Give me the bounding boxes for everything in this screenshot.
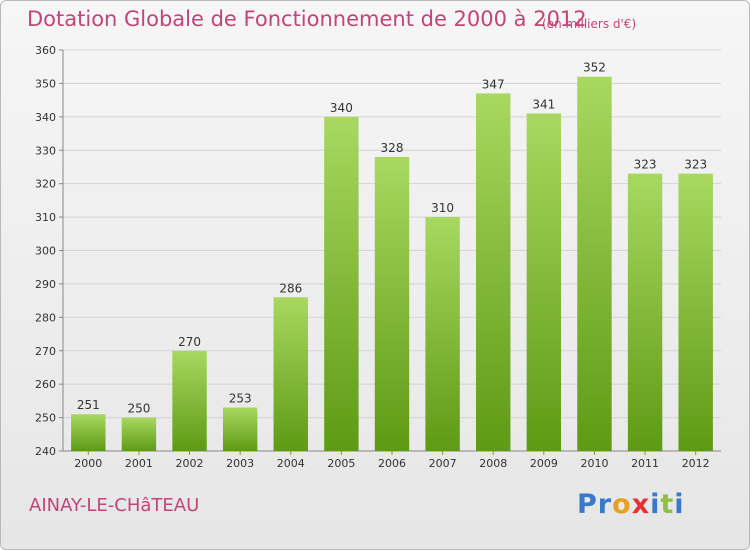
data-label-2010: 352: [583, 61, 606, 75]
axes: 240 250 260 270 280 290 300 310 320 330 340 350 360 2…: [35, 44, 721, 470]
bar-2000: [71, 414, 106, 451]
logo-letter: i: [650, 489, 661, 520]
bar-2012: [678, 173, 713, 451]
bars: [71, 76, 713, 452]
x-tick-label: 2010: [580, 457, 608, 470]
data-labels: 251 250 270 253 286 340 328 310 347 341 352 323 323: [77, 61, 707, 416]
chart-title: Dotation Globale de Fonctionnement de 20…: [27, 7, 587, 31]
bar-2011: [627, 173, 663, 451]
y-tick-label: 320: [35, 178, 56, 191]
data-label-2004: 286: [279, 281, 302, 295]
x-tick-label: 2012: [682, 457, 710, 470]
logo-letter: o: [612, 489, 632, 520]
data-label-2002: 270: [178, 335, 201, 349]
data-label-2001: 250: [127, 402, 150, 416]
place-name: AINAY-LE-CHâTEAU: [29, 495, 200, 516]
y-tick-label: 330: [35, 144, 56, 157]
x-tick-label: 2004: [277, 457, 305, 470]
x-tick-label: 2002: [176, 457, 204, 470]
proxiti-logo[interactable]: Proxiti: [577, 489, 685, 520]
logo-letter: r: [597, 489, 613, 520]
bar-2007: [425, 217, 460, 451]
y-tick-label: 250: [35, 412, 56, 425]
data-label-2009: 341: [532, 97, 555, 111]
data-label-2012: 323: [684, 158, 707, 172]
bar-2003: [222, 407, 258, 451]
x-tick-label: 2005: [327, 457, 355, 470]
data-label-2007: 310: [431, 201, 454, 215]
y-tick-label: 300: [35, 245, 56, 258]
bar-2006: [374, 156, 410, 451]
data-label-2003: 253: [229, 392, 252, 406]
y-tick-label: 290: [35, 278, 56, 291]
x-tick-label: 2003: [226, 457, 254, 470]
x-tick-label: 2008: [479, 457, 507, 470]
bar-2010: [577, 76, 612, 451]
data-label-2011: 323: [634, 158, 657, 172]
data-label-2006: 328: [381, 141, 404, 155]
logo-letter: i: [674, 489, 685, 520]
bar-2005: [324, 116, 359, 451]
data-label-2008: 347: [482, 77, 505, 91]
bar-2004: [273, 297, 308, 451]
x-tick-label: 2000: [74, 457, 102, 470]
x-tick-label: 2007: [429, 457, 457, 470]
logo-letter: t: [660, 489, 675, 520]
data-label-2005: 340: [330, 101, 353, 115]
x-tick-label: 2009: [530, 457, 558, 470]
y-tick-label: 350: [35, 77, 56, 90]
bar-2002: [172, 350, 207, 451]
x-tick-label: 2006: [378, 457, 406, 470]
chart-unit: (en milliers d'€): [542, 17, 637, 31]
x-tick-label: 2011: [631, 457, 659, 470]
logo-letter: x: [631, 489, 651, 520]
logo-letter: P: [577, 489, 598, 520]
bar-2008: [476, 93, 511, 452]
x-tick-label: 2001: [125, 457, 153, 470]
bar-2009: [526, 113, 562, 451]
y-tick-label: 360: [35, 44, 56, 57]
y-tick-label: 310: [35, 211, 56, 224]
bar-2001: [121, 417, 157, 451]
y-tick-label: 260: [35, 378, 56, 391]
y-tick-label: 240: [35, 445, 56, 458]
y-tick-label: 280: [35, 311, 56, 324]
y-tick-label: 340: [35, 111, 56, 124]
y-tick-label: 270: [35, 345, 56, 358]
data-label-2000: 251: [77, 398, 100, 412]
